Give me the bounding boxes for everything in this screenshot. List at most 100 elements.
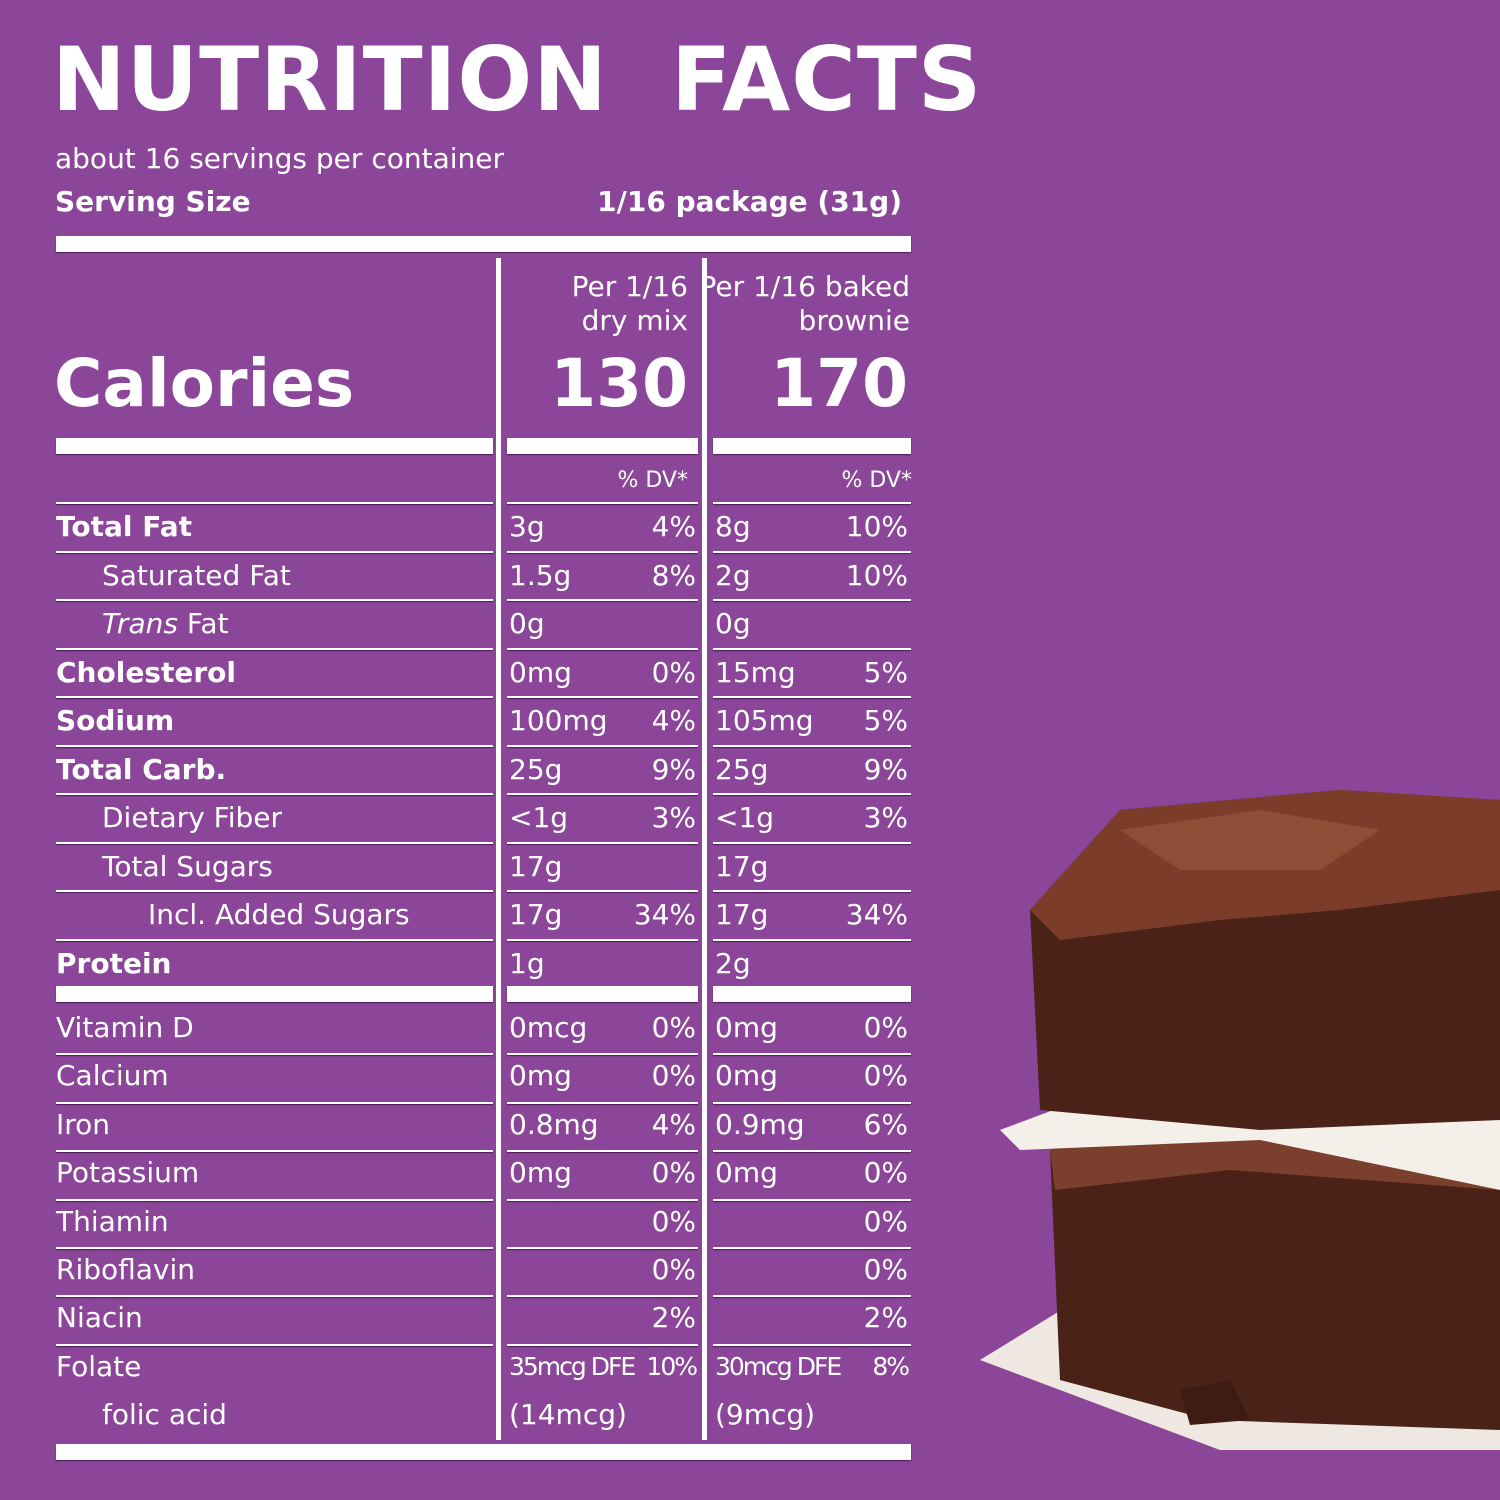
nutrient-name: Trans Fat xyxy=(102,600,229,648)
nutrient-name: Saturated Fat xyxy=(102,558,291,592)
serving-size-value: 1/16 package (31g) xyxy=(597,185,902,218)
dry-mix-amount: 3g xyxy=(509,510,545,543)
row-divider xyxy=(507,890,698,892)
baked-amount: <1g xyxy=(715,801,775,834)
row-divider xyxy=(507,793,698,795)
dry-mix-dv: 34% xyxy=(633,898,696,931)
nutrient-name: Thiamin xyxy=(56,1204,169,1238)
dry-mix-dv: 8% xyxy=(651,558,696,592)
nutrient-name: Protein xyxy=(56,946,172,980)
thick-divider xyxy=(507,986,698,1002)
nutrient-name-italic: Trans xyxy=(102,607,178,640)
row-divider xyxy=(56,841,493,844)
row-divider xyxy=(713,696,911,698)
baked-amount: 0mg xyxy=(715,1156,778,1190)
baked-amount: 0mg xyxy=(715,1059,778,1093)
thick-divider xyxy=(56,986,493,1002)
row-divider xyxy=(713,890,911,892)
baked-dv: 8% xyxy=(872,1351,910,1381)
dry-mix-amount: <1g xyxy=(509,801,569,834)
calories-baked: 170 xyxy=(770,345,908,422)
dry-mix-amount: 17g xyxy=(509,898,563,931)
thick-divider xyxy=(713,986,911,1002)
serving-size-label: Serving Size xyxy=(55,185,251,218)
row-divider xyxy=(56,744,493,747)
nutrient-name: Folate xyxy=(56,1349,142,1383)
row-divider xyxy=(507,1198,698,1201)
nutrient-name: Riboflavin xyxy=(56,1253,196,1286)
row-divider xyxy=(56,647,493,650)
row-divider xyxy=(507,1101,698,1104)
header-line: dry mix xyxy=(581,304,688,337)
baked-dv: 9% xyxy=(863,752,908,786)
header-line: brownie xyxy=(798,304,910,337)
nutrient-name: Total Carb. xyxy=(56,752,227,786)
nutrient-name: Potassium xyxy=(56,1156,200,1190)
row-divider xyxy=(56,890,493,892)
nutrient-name: Vitamin D xyxy=(56,1011,194,1044)
row-divider xyxy=(56,1053,493,1056)
baked-dv: 0% xyxy=(863,1156,908,1190)
nutrient-name: Total Sugars xyxy=(102,849,273,883)
row-divider xyxy=(507,938,698,941)
row-divider xyxy=(507,841,698,844)
row-divider xyxy=(507,696,698,698)
dry-mix-amount: 0mg xyxy=(509,1059,572,1093)
nutrient-name: folic acid xyxy=(102,1398,227,1432)
row-divider xyxy=(507,599,698,601)
row-divider xyxy=(507,550,698,553)
row-divider xyxy=(713,1053,911,1056)
dry-mix-dv: 0% xyxy=(651,1059,696,1093)
dry-mix-dv: 4% xyxy=(651,704,696,737)
baked-dv: 5% xyxy=(863,704,908,737)
row-divider xyxy=(56,1101,493,1104)
row-divider xyxy=(507,1295,698,1298)
baked-amount: 30mcg DFE xyxy=(715,1351,842,1381)
baked-dv: 34% xyxy=(845,898,908,931)
dry-mix-dv: 2% xyxy=(651,1301,696,1335)
baked-amount: 105mg xyxy=(715,704,814,737)
nutrient-name: Niacin xyxy=(56,1301,143,1335)
brownie-image xyxy=(980,790,1500,1450)
dry-mix-dv: 10% xyxy=(646,1351,698,1381)
row-divider xyxy=(713,744,911,747)
baked-amount: 2g xyxy=(715,946,751,980)
nutrient-name: Incl. Added Sugars xyxy=(148,898,410,931)
row-divider xyxy=(56,793,493,795)
row-divider xyxy=(56,1343,493,1346)
row-divider xyxy=(56,1247,493,1249)
baked-dv: 10% xyxy=(845,558,908,592)
row-divider xyxy=(56,696,493,698)
servings-per-container: about 16 servings per container xyxy=(55,142,504,175)
row-divider xyxy=(56,938,493,941)
dry-mix-dv: 0% xyxy=(651,1156,696,1190)
dry-mix-amount: 0mg xyxy=(509,1156,572,1190)
dry-mix-amount: 0mcg xyxy=(509,1011,588,1044)
row-divider xyxy=(713,1101,911,1104)
dry-mix-dv: 9% xyxy=(651,752,696,786)
row-divider xyxy=(713,1343,911,1346)
dry-mix-amount: 0.8mg xyxy=(509,1107,599,1141)
row-divider xyxy=(56,502,493,504)
dry-mix-dv: 0% xyxy=(651,1011,696,1044)
column-divider xyxy=(496,258,501,1440)
baked-dv: 6% xyxy=(863,1107,908,1141)
baked-dv: 2% xyxy=(863,1301,908,1335)
nutrient-name: Total Fat xyxy=(56,510,193,543)
dry-mix-dv: 0% xyxy=(651,655,696,689)
row-divider xyxy=(713,1247,911,1249)
calories-dry-mix: 130 xyxy=(550,345,688,422)
row-divider xyxy=(713,1150,911,1153)
nutrient-name: Dietary Fiber xyxy=(102,801,283,834)
row-divider xyxy=(713,793,911,795)
page-title: NUTRITION FACTS xyxy=(52,28,983,131)
row-divider xyxy=(713,502,911,504)
row-divider xyxy=(507,744,698,747)
baked-amount: 17g xyxy=(715,898,769,931)
dry-mix-dv: 0% xyxy=(651,1204,696,1238)
dry-mix-amount: 25g xyxy=(509,752,563,786)
baked-amount: 0mg xyxy=(715,1011,778,1044)
row-divider xyxy=(56,550,493,553)
row-divider xyxy=(56,599,493,601)
row-divider xyxy=(507,1150,698,1153)
